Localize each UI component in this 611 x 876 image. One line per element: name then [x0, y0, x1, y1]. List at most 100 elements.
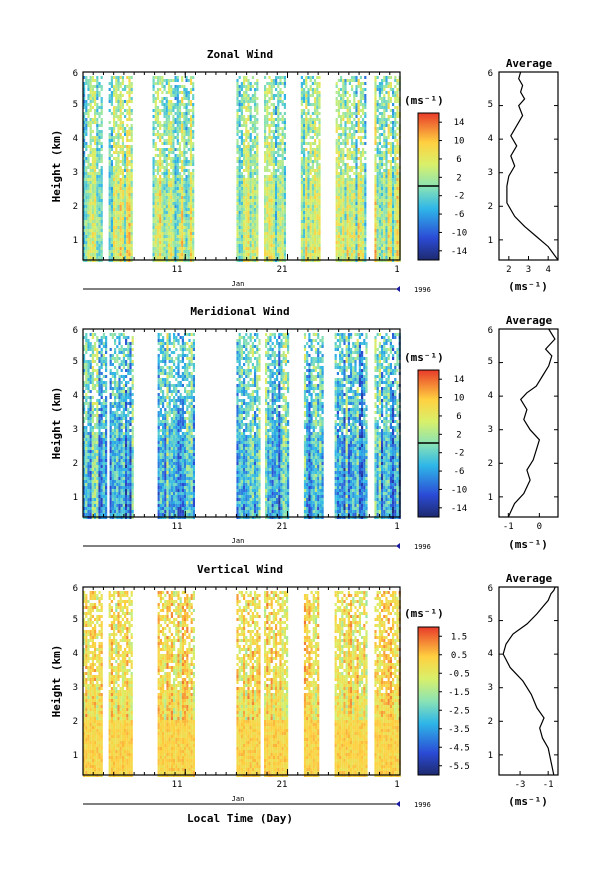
heatmap-cell	[247, 172, 250, 175]
heatmap-cell	[394, 163, 397, 166]
heatmap-cell	[318, 193, 321, 196]
heatmap-cell	[117, 205, 120, 208]
heatmap-cell	[340, 148, 343, 151]
heatmap-cell	[243, 100, 246, 103]
heatmap-cell	[318, 103, 321, 106]
heatmap-cell	[394, 94, 397, 97]
heatmap-cell	[305, 166, 308, 169]
heatmap-cell	[192, 97, 195, 100]
heatmap-cell	[121, 121, 124, 124]
heatmap-cell	[245, 100, 248, 103]
heatmap-cell	[240, 253, 243, 256]
heatmap-cell	[240, 241, 243, 244]
heatmap-cell	[181, 220, 184, 223]
heatmap-cell	[272, 151, 275, 154]
heatmap-cell	[300, 85, 303, 88]
heatmap-cell	[359, 130, 362, 133]
heatmap-cell	[152, 139, 155, 142]
heatmap-cell	[119, 115, 122, 118]
heatmap-cell	[374, 112, 377, 115]
heatmap-cell	[251, 124, 254, 127]
heatmap-cell	[126, 139, 129, 142]
heatmap-cell	[376, 250, 379, 253]
heatmap-cell	[383, 109, 386, 112]
heatmap-cell	[126, 109, 129, 112]
heatmap-cell	[108, 82, 111, 85]
heatmap-cell	[189, 196, 193, 199]
heatmap-cell	[376, 148, 379, 151]
heatmap-cell	[91, 190, 94, 193]
heatmap-cell	[247, 94, 250, 97]
heatmap-cell	[108, 148, 111, 151]
heatmap-cell	[126, 208, 129, 211]
heatmap-cell	[362, 142, 365, 145]
heatmap-cell	[124, 100, 127, 103]
heatmap-cell	[249, 157, 252, 160]
heatmap-cell	[348, 232, 351, 235]
heatmap-cell	[167, 115, 171, 118]
heatmap-cell	[176, 208, 179, 211]
heatmap-cell	[256, 118, 259, 121]
heatmap-cell	[161, 151, 164, 154]
heatmap-cell	[121, 220, 124, 223]
heatmap-cell	[238, 247, 241, 250]
heatmap-cell	[392, 229, 395, 232]
heatmap-cell	[344, 229, 347, 232]
heatmap-cell	[335, 100, 338, 103]
heatmap-cell	[374, 214, 377, 217]
heatmap-cell	[91, 148, 94, 151]
heatmap-cell	[165, 256, 168, 259]
heatmap-cell	[385, 145, 388, 148]
heatmap-cell	[277, 235, 280, 238]
heatmap-cell	[174, 250, 177, 253]
heatmap-cell	[238, 145, 241, 148]
heatmap-cell	[385, 250, 388, 253]
heatmap-cell	[130, 130, 133, 133]
heatmap-cell	[344, 79, 347, 82]
heatmap-cell	[268, 97, 271, 100]
heatmap-cell	[337, 223, 340, 226]
heatmap-cell	[279, 163, 282, 166]
heatmap-cell	[355, 109, 358, 112]
heatmap-cell	[394, 169, 397, 172]
heatmap-cell	[247, 205, 250, 208]
heatmap-cell	[89, 94, 92, 97]
heatmap-cell	[174, 166, 177, 169]
heatmap-cell	[87, 85, 90, 88]
heatmap-cell	[247, 208, 250, 211]
heatmap-cell	[387, 124, 390, 127]
heatmap-cell	[96, 160, 99, 163]
heatmap-cell	[300, 178, 303, 181]
heatmap-cell	[346, 217, 349, 220]
heatmap-cell	[176, 94, 179, 97]
heatmap-cell	[314, 214, 317, 217]
heatmap-cell	[130, 220, 133, 223]
heatmap-cell	[96, 148, 99, 151]
heatmap-cell	[300, 256, 303, 259]
heatmap-cell	[353, 205, 356, 208]
heatmap-cell	[254, 151, 257, 154]
heatmap-cell	[115, 211, 118, 214]
heatmap-cell	[128, 184, 131, 187]
heatmap-cell	[119, 94, 122, 97]
heatmap-cell	[83, 136, 86, 139]
heatmap-cell	[344, 184, 347, 187]
heatmap-cell	[245, 184, 248, 187]
heatmap-cell	[264, 124, 267, 127]
heatmap-cell	[152, 241, 155, 244]
heatmap-cell	[335, 169, 338, 172]
heatmap-cell	[275, 220, 278, 223]
heatmap-cell	[311, 127, 314, 130]
heatmap-cell	[311, 88, 314, 91]
heatmap-cell	[355, 112, 358, 115]
heatmap-cell	[275, 202, 278, 205]
heatmap-cell	[268, 181, 271, 184]
heatmap-cell	[309, 103, 312, 106]
heatmap-cell	[126, 124, 129, 127]
heatmap-cell	[385, 202, 388, 205]
heatmap-cell	[256, 127, 259, 130]
heatmap-cell	[353, 136, 356, 139]
heatmap-cell	[254, 157, 257, 160]
heatmap-cell	[337, 133, 340, 136]
heatmap-cell	[309, 193, 312, 196]
